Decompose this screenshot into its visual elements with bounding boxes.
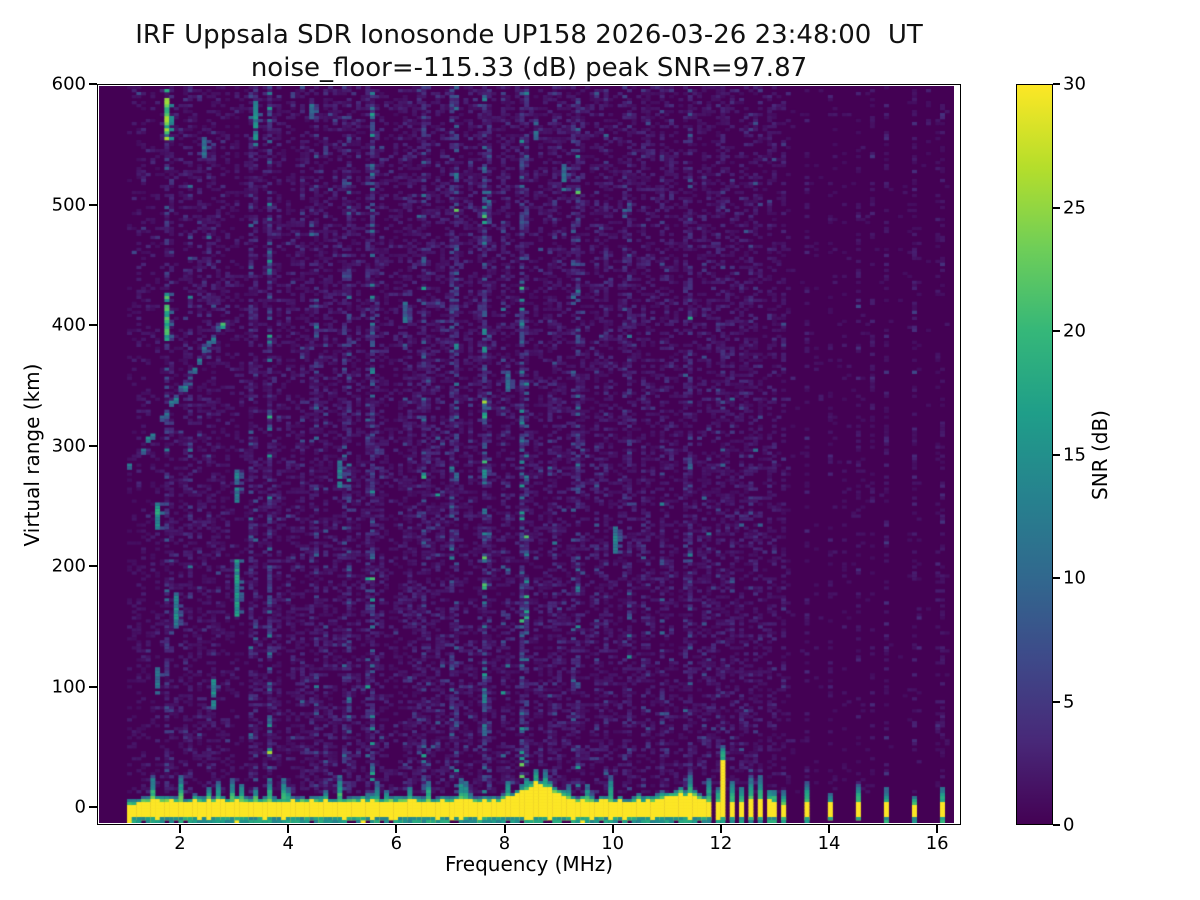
- x-tick-label: 14: [817, 833, 841, 854]
- plot-title: IRF Uppsala SDR Ionosonde UP158 2026-03-…: [135, 20, 923, 50]
- colorbar-tick-label: 5: [1063, 691, 1075, 712]
- y-tick-label: 0: [74, 796, 86, 818]
- x-tick-label: 2: [174, 833, 186, 854]
- colorbar-tick-label: 10: [1063, 567, 1086, 589]
- y-tick-label: 600: [51, 73, 86, 95]
- colorbar: [1016, 84, 1053, 825]
- x-axis-label: Frequency (MHz): [444, 852, 614, 876]
- y-tick-label: 100: [51, 676, 86, 698]
- colorbar-label: SNR (dB): [1088, 410, 1112, 500]
- colorbar-tick-label: 0: [1063, 814, 1075, 836]
- x-tick-mark: [611, 825, 614, 833]
- y-tick-mark: [89, 806, 97, 809]
- snr-heatmap: [99, 86, 954, 823]
- x-tick-mark: [936, 825, 939, 833]
- plot-subtitle: noise_floor=-115.33 (dB) peak SNR=97.87: [250, 53, 808, 83]
- x-tick-mark: [503, 825, 506, 833]
- y-tick-label: 300: [51, 435, 86, 457]
- x-tick-mark: [395, 825, 398, 833]
- colorbar-tick-mark: [1053, 206, 1060, 209]
- colorbar-tick-mark: [1053, 330, 1060, 332]
- plot-area-frame: [97, 84, 961, 825]
- colorbar-tick-mark: [1053, 824, 1060, 826]
- y-tick-mark: [89, 324, 97, 326]
- colorbar-tick-mark: [1053, 700, 1060, 703]
- y-tick-label: 400: [51, 314, 86, 336]
- y-tick-mark: [89, 444, 97, 447]
- colorbar-tick-mark: [1053, 453, 1060, 456]
- y-tick-mark: [89, 685, 97, 688]
- x-tick-mark: [179, 825, 182, 833]
- x-tick-label: 4: [282, 833, 294, 854]
- x-tick-label: 16: [925, 833, 949, 854]
- colorbar-tick-label: 30: [1063, 73, 1086, 95]
- y-tick-label: 200: [51, 555, 86, 577]
- y-tick-mark: [89, 565, 97, 568]
- y-tick-label: 500: [51, 194, 86, 215]
- x-tick-label: 10: [601, 833, 625, 854]
- x-tick-label: 6: [390, 833, 403, 854]
- y-tick-mark: [89, 203, 97, 206]
- y-tick-mark: [89, 83, 97, 85]
- colorbar-tick-label: 15: [1063, 444, 1086, 465]
- colorbar-tick-label: 20: [1063, 320, 1086, 342]
- x-tick-mark: [719, 825, 722, 833]
- x-tick-mark: [828, 825, 831, 833]
- x-tick-mark: [287, 825, 290, 833]
- colorbar-tick-label: 25: [1063, 197, 1086, 218]
- colorbar-tick-mark: [1053, 577, 1060, 579]
- x-tick-label: 8: [498, 833, 511, 854]
- colorbar-tick-mark: [1053, 83, 1060, 85]
- x-tick-label: 12: [709, 833, 733, 854]
